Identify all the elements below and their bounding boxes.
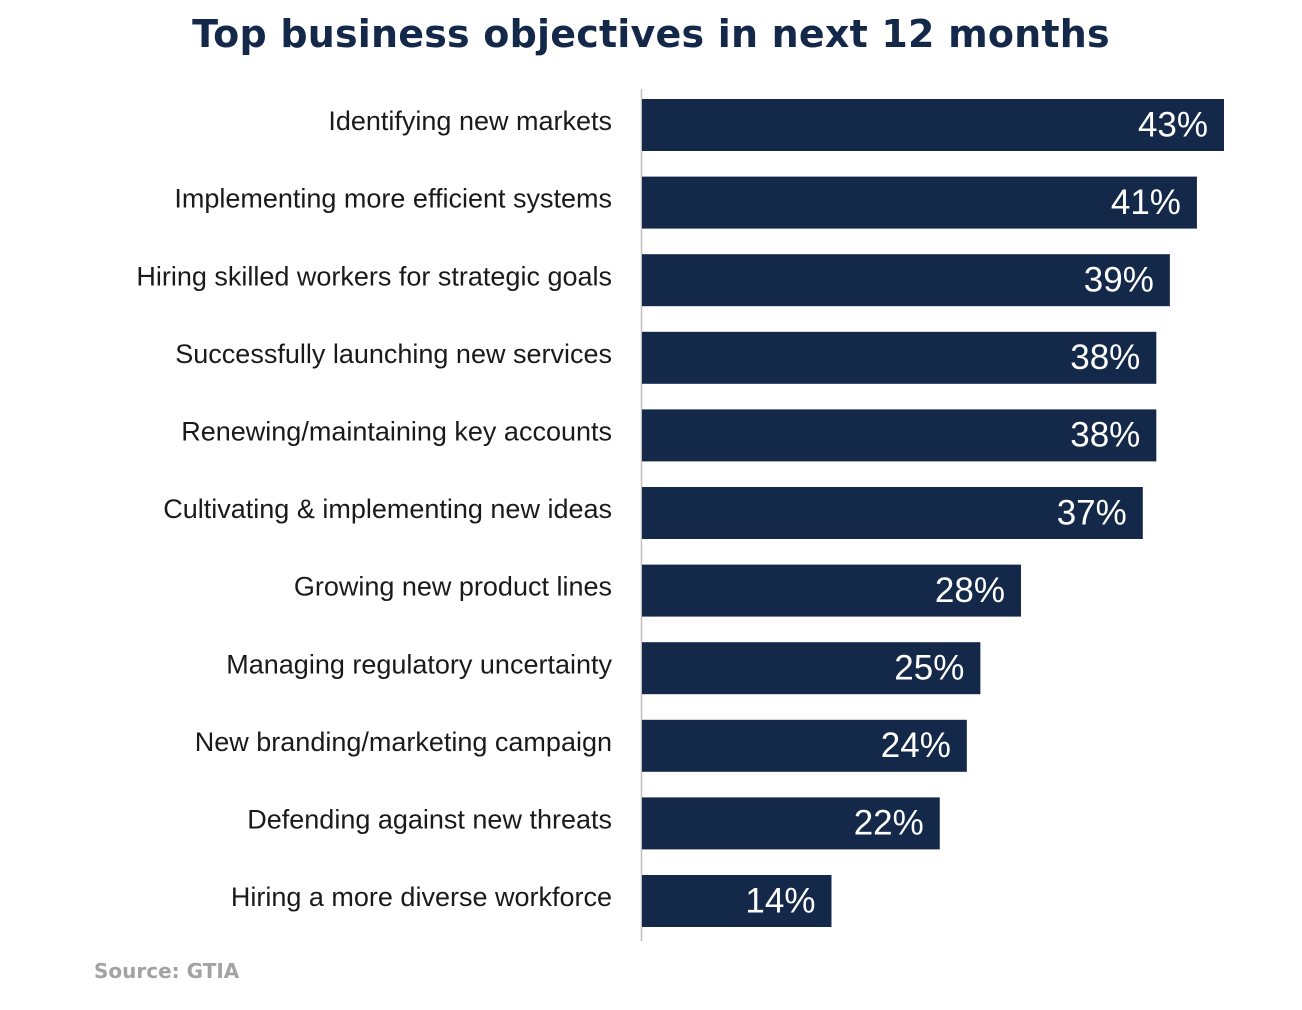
category-label: Successfully launching new services <box>175 339 612 369</box>
data-label: 37% <box>1057 493 1127 532</box>
data-label: 24% <box>881 726 951 765</box>
category-label: Implementing more efficient systems <box>174 184 612 214</box>
data-label: 14% <box>745 881 815 920</box>
bar <box>642 487 1143 539</box>
source-note: Source: GTIA <box>94 959 240 983</box>
category-label: Growing new product lines <box>294 572 612 602</box>
bar <box>642 642 981 695</box>
data-label: 38% <box>1070 338 1140 377</box>
bar <box>642 331 1157 384</box>
data-label: 43% <box>1138 105 1208 144</box>
category-label: New branding/marketing campaign <box>195 727 612 757</box>
category-label: Managing regulatory uncertainty <box>226 649 612 679</box>
chart-title: Top business objectives in next 12 month… <box>192 12 1110 56</box>
data-label: 28% <box>935 571 1005 610</box>
bar <box>642 875 832 927</box>
bar <box>642 176 1197 229</box>
data-label: 41% <box>1111 183 1181 222</box>
bar <box>642 719 967 772</box>
bar <box>642 254 1170 307</box>
bar <box>642 99 1224 151</box>
data-label: 22% <box>854 804 924 843</box>
bar <box>642 409 1157 462</box>
data-label: 39% <box>1084 260 1154 299</box>
category-label: Defending against new threats <box>247 805 612 835</box>
bar <box>642 797 940 850</box>
bar <box>642 564 1021 617</box>
data-label: 38% <box>1070 416 1140 455</box>
category-label: Identifying new markets <box>328 106 612 136</box>
category-label: Cultivating & implementing new ideas <box>163 494 612 524</box>
category-label: Hiring skilled workers for strategic goa… <box>136 261 612 291</box>
category-label: Hiring a more diverse workforce <box>231 882 612 912</box>
data-label: 25% <box>894 648 964 687</box>
category-label: Renewing/maintaining key accounts <box>181 417 612 447</box>
